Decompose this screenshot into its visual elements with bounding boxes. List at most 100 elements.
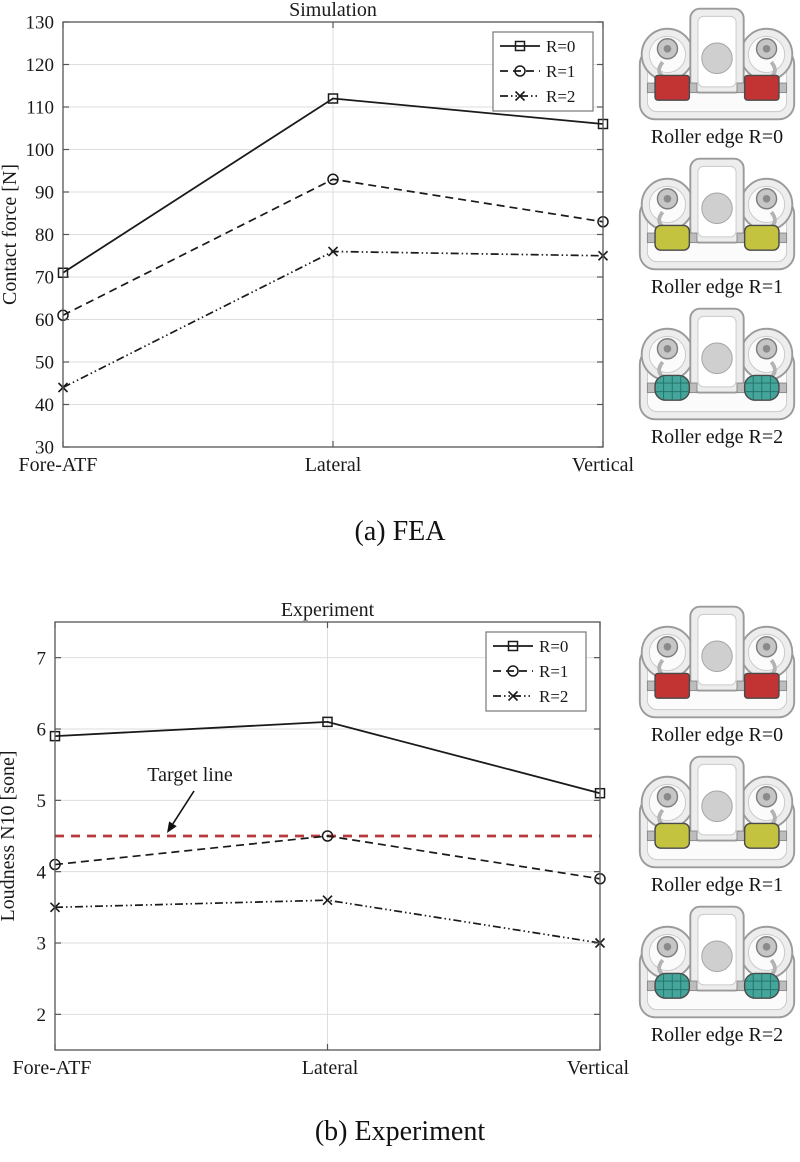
annotation-arrowhead [167,821,177,833]
roller-illustration-r0: Roller edge R=0 [634,4,800,154]
y-tick-label: 40 [35,395,54,416]
legend-entry-label: R=1 [539,662,568,681]
legend-entry-label: R=0 [546,37,575,56]
roller-left [654,672,691,699]
x-category-label: Lateral [305,454,362,476]
chart-0-svg: 30 40 50 60 70 80 90 100 110 120 130 Fore-ATF Latera… [0,0,635,476]
rail-cross-section [638,755,796,869]
rail-cross-section [638,307,796,421]
ball-bearing-right-hub [762,44,771,53]
roller-label-r0: Roller edge R=0 [650,126,784,148]
series-line-R=1 [62,178,604,317]
x-category-label: Lateral [302,1057,359,1079]
data-point-marker [507,665,519,677]
series-line-R=0 [62,97,604,274]
legend-entry-label: R=2 [546,87,575,106]
roller-right [743,74,780,101]
rail-cross-section [638,157,796,271]
roller-illustration-r2: Roller edge R=2 [634,902,800,1052]
roller-right [743,822,780,849]
roller-cross-section-r2 [636,902,798,1022]
ball-bearing-left-hub [663,194,672,203]
legend-entry-label: R=1 [546,62,575,81]
y-tick-label: 120 [26,55,55,76]
chart-1-svg: 2 3 4 5 6 7 Fore-ATF Lateral Vertical Experiment L… [0,599,630,1079]
roller-label-r1: Roller edge R=1 [650,276,784,298]
rail-cross-section [638,605,796,719]
simulation-chart: 30 40 50 60 70 80 90 100 110 120 130 Fore-ATF Latera… [0,0,640,490]
y-axis-label: Loudness N10 [sone] [0,750,19,921]
roller-legend-bottom: Roller edge R=0 Roller edge R=1 [634,602,800,1052]
chart-title: Experiment [281,599,375,621]
data-point-marker [327,246,339,257]
roller-cross-section-r2 [636,304,798,424]
y-axis-label: Contact force [N] [0,164,21,305]
data-point-marker [322,895,333,906]
y-tick-label: 6 [37,720,47,741]
y-tick-label: 60 [35,310,54,331]
ball-bearing-left-hub [663,792,672,801]
roller-cross-section-r1 [636,154,798,274]
legend-entry-label: R=0 [539,637,568,656]
y-tick-label: 80 [35,225,54,246]
series-line-R=0 [54,720,601,795]
experiment-chart: 2 3 4 5 6 7 Fore-ATF Lateral Vertical Experiment L… [0,595,640,1090]
ball-bearing-right-hub [762,942,771,951]
roller-left [654,74,691,101]
roller-right [743,224,780,251]
ball-bearing-left-hub [663,44,672,53]
data-point-marker [507,690,519,702]
y-tick-label: 90 [35,183,54,204]
ball-bearing-right-hub [762,792,771,801]
data-point-marker [514,40,526,52]
annotation-arrow [172,790,195,825]
ball-bearing-right-hub [762,194,771,203]
y-tick-label: 130 [26,13,55,34]
center-pin [701,790,733,823]
roller-cross-section-r1 [636,752,798,872]
ball-bearing-right-hub [762,642,771,651]
data-point-marker [321,830,334,842]
roller-cross-section-r0 [636,602,798,722]
roller-cross-section-r0 [636,4,798,124]
roller-legend-top: Roller edge R=0 Roller edge R=1 [634,4,800,454]
roller-label-r1: Roller edge R=1 [650,874,784,896]
y-tick-label: 50 [35,353,54,374]
x-category-label: Vertical [567,1057,630,1079]
center-pin [701,42,733,75]
center-pin [701,640,733,673]
target-line-label: Target line [147,764,233,786]
roller-illustration-r1: Roller edge R=1 [634,154,800,304]
y-tick-label: 7 [37,648,47,669]
y-tick-label: 30 [35,438,54,459]
roller-grid-pattern [656,973,778,999]
x-category-label: Vertical [572,454,635,476]
caption-experiment: (b) Experiment [314,1116,486,1147]
legend-entry-label: R=2 [539,687,568,706]
center-pin [701,192,733,225]
y-tick-label: 110 [26,98,54,119]
series-line-R=2 [54,899,601,944]
rail-cross-section [638,905,796,1019]
roller-label-r2: Roller edge R=2 [650,426,784,448]
y-tick-label: 4 [37,862,47,883]
y-tick-label: 3 [37,934,47,955]
roller-illustration-r2: Roller edge R=2 [634,304,800,454]
center-pin [701,342,733,375]
rail-cross-section [638,7,796,121]
ball-bearing-left-hub [663,942,672,951]
caption-fea: (a) FEA [354,516,446,547]
data-point-marker [507,640,519,652]
roller-illustration-r0: Roller edge R=0 [634,602,800,752]
y-tick-label: 70 [35,268,54,289]
ball-bearing-right-hub [762,344,771,353]
data-point-marker [327,93,339,104]
roller-right [743,672,780,699]
y-tick-label: 2 [37,1005,47,1026]
x-category-label: Fore-ATF [19,454,98,476]
ball-bearing-left-hub [663,344,672,353]
data-point-marker [327,173,339,185]
data-point-marker [514,90,526,102]
y-tick-label: 100 [26,140,55,161]
